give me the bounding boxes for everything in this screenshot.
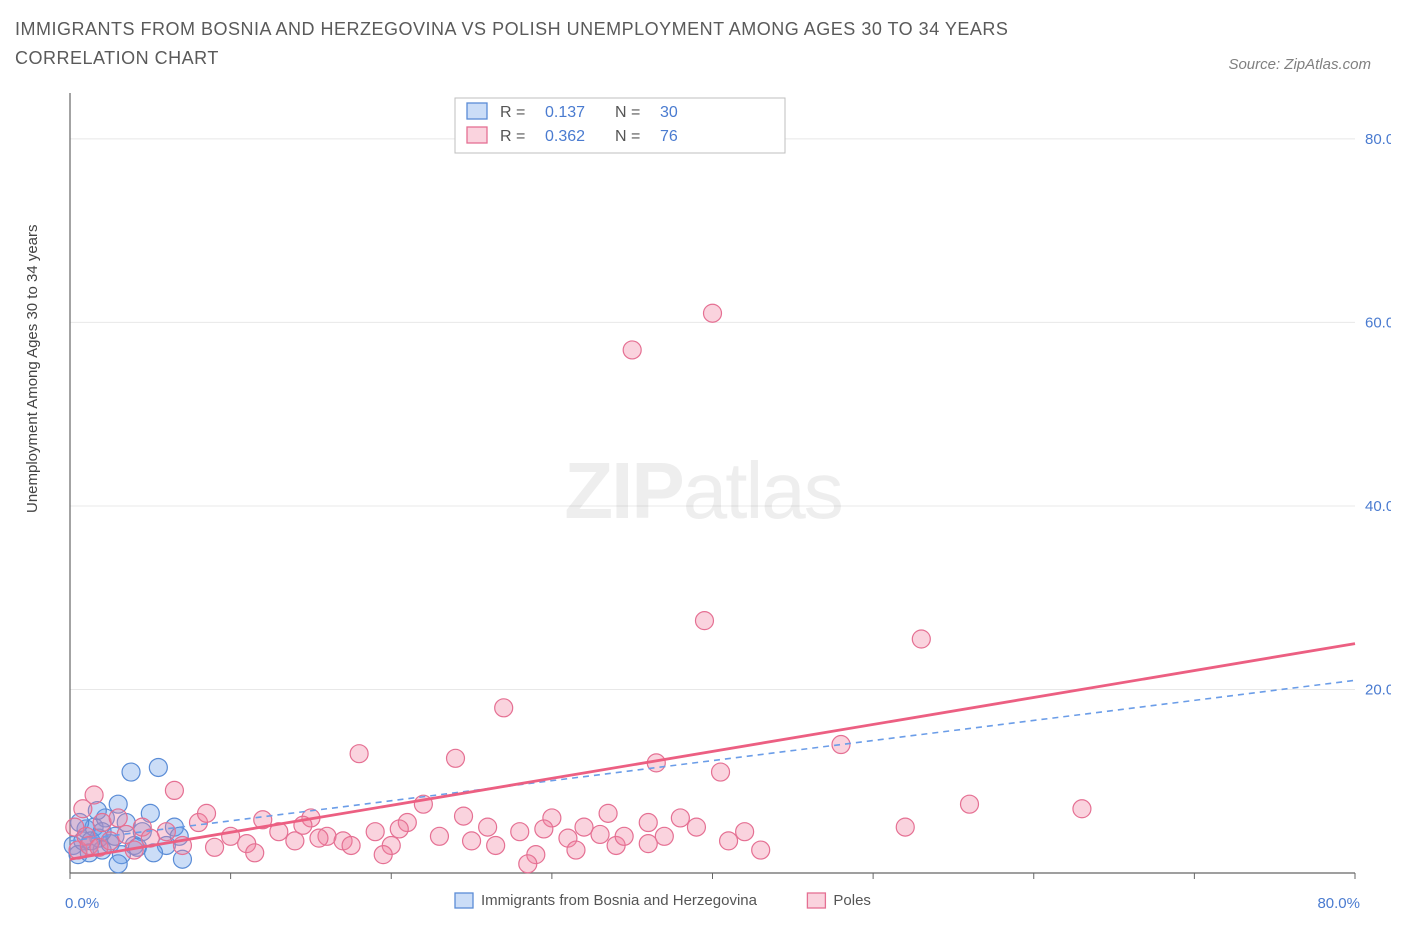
svg-text:20.0%: 20.0% bbox=[1365, 681, 1391, 698]
svg-text:R =: R = bbox=[500, 104, 525, 121]
svg-text:Immigrants from Bosnia and Her: Immigrants from Bosnia and Herzegovina bbox=[481, 892, 758, 909]
svg-text:Unemployment Among Ages 30 to: Unemployment Among Ages 30 to 34 years bbox=[24, 224, 41, 513]
svg-text:N =: N = bbox=[615, 128, 640, 145]
chart-title: IMMIGRANTS FROM BOSNIA AND HERZEGOVINA V… bbox=[15, 15, 1115, 73]
svg-text:76: 76 bbox=[660, 128, 678, 145]
svg-text:80.0%: 80.0% bbox=[1317, 895, 1360, 912]
svg-text:0.0%: 0.0% bbox=[65, 895, 99, 912]
svg-text:R =: R = bbox=[500, 128, 525, 145]
svg-text:30: 30 bbox=[660, 104, 678, 121]
scatter-chart: 20.0% 40.0% 60.0% 80.0% 0.0% 80.0% Unemploymen… bbox=[15, 83, 1391, 933]
source-attribution: Source: ZipAtlas.com bbox=[1228, 56, 1391, 73]
svg-text:80.0%: 80.0% bbox=[1365, 130, 1391, 147]
svg-text:Poles: Poles bbox=[833, 892, 871, 909]
svg-text:N =: N = bbox=[615, 104, 640, 121]
svg-text:0.362: 0.362 bbox=[545, 128, 585, 145]
svg-text:0.137: 0.137 bbox=[545, 104, 585, 121]
svg-text:60.0%: 60.0% bbox=[1365, 314, 1391, 331]
chart-container: 20.0% 40.0% 60.0% 80.0% 0.0% 80.0% Unemploymen… bbox=[15, 83, 1391, 933]
svg-text:40.0%: 40.0% bbox=[1365, 498, 1391, 515]
